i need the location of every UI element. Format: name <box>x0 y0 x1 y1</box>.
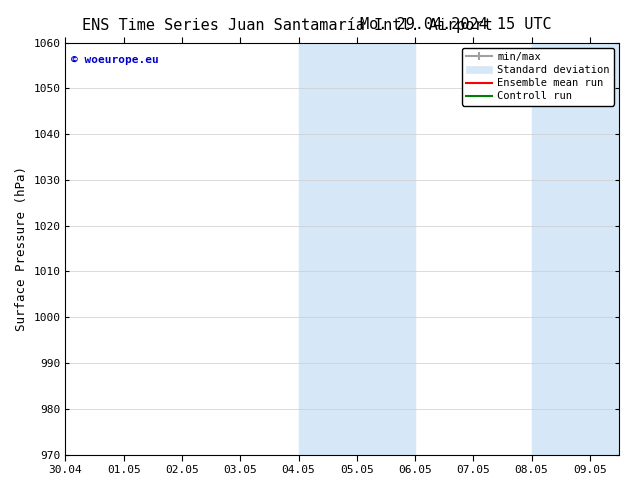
Text: Mo. 29.04.2024 15 UTC: Mo. 29.04.2024 15 UTC <box>360 17 552 32</box>
Y-axis label: Surface Pressure (hPa): Surface Pressure (hPa) <box>15 166 28 331</box>
Bar <box>299 43 415 455</box>
Legend: min/max, Standard deviation, Ensemble mean run, Controll run: min/max, Standard deviation, Ensemble me… <box>462 48 614 105</box>
Text: ENS Time Series Juan Santamaría Intl. Airport: ENS Time Series Juan Santamaría Intl. Ai… <box>82 17 493 33</box>
Bar <box>531 43 619 455</box>
Text: © woeurope.eu: © woeurope.eu <box>71 55 158 65</box>
